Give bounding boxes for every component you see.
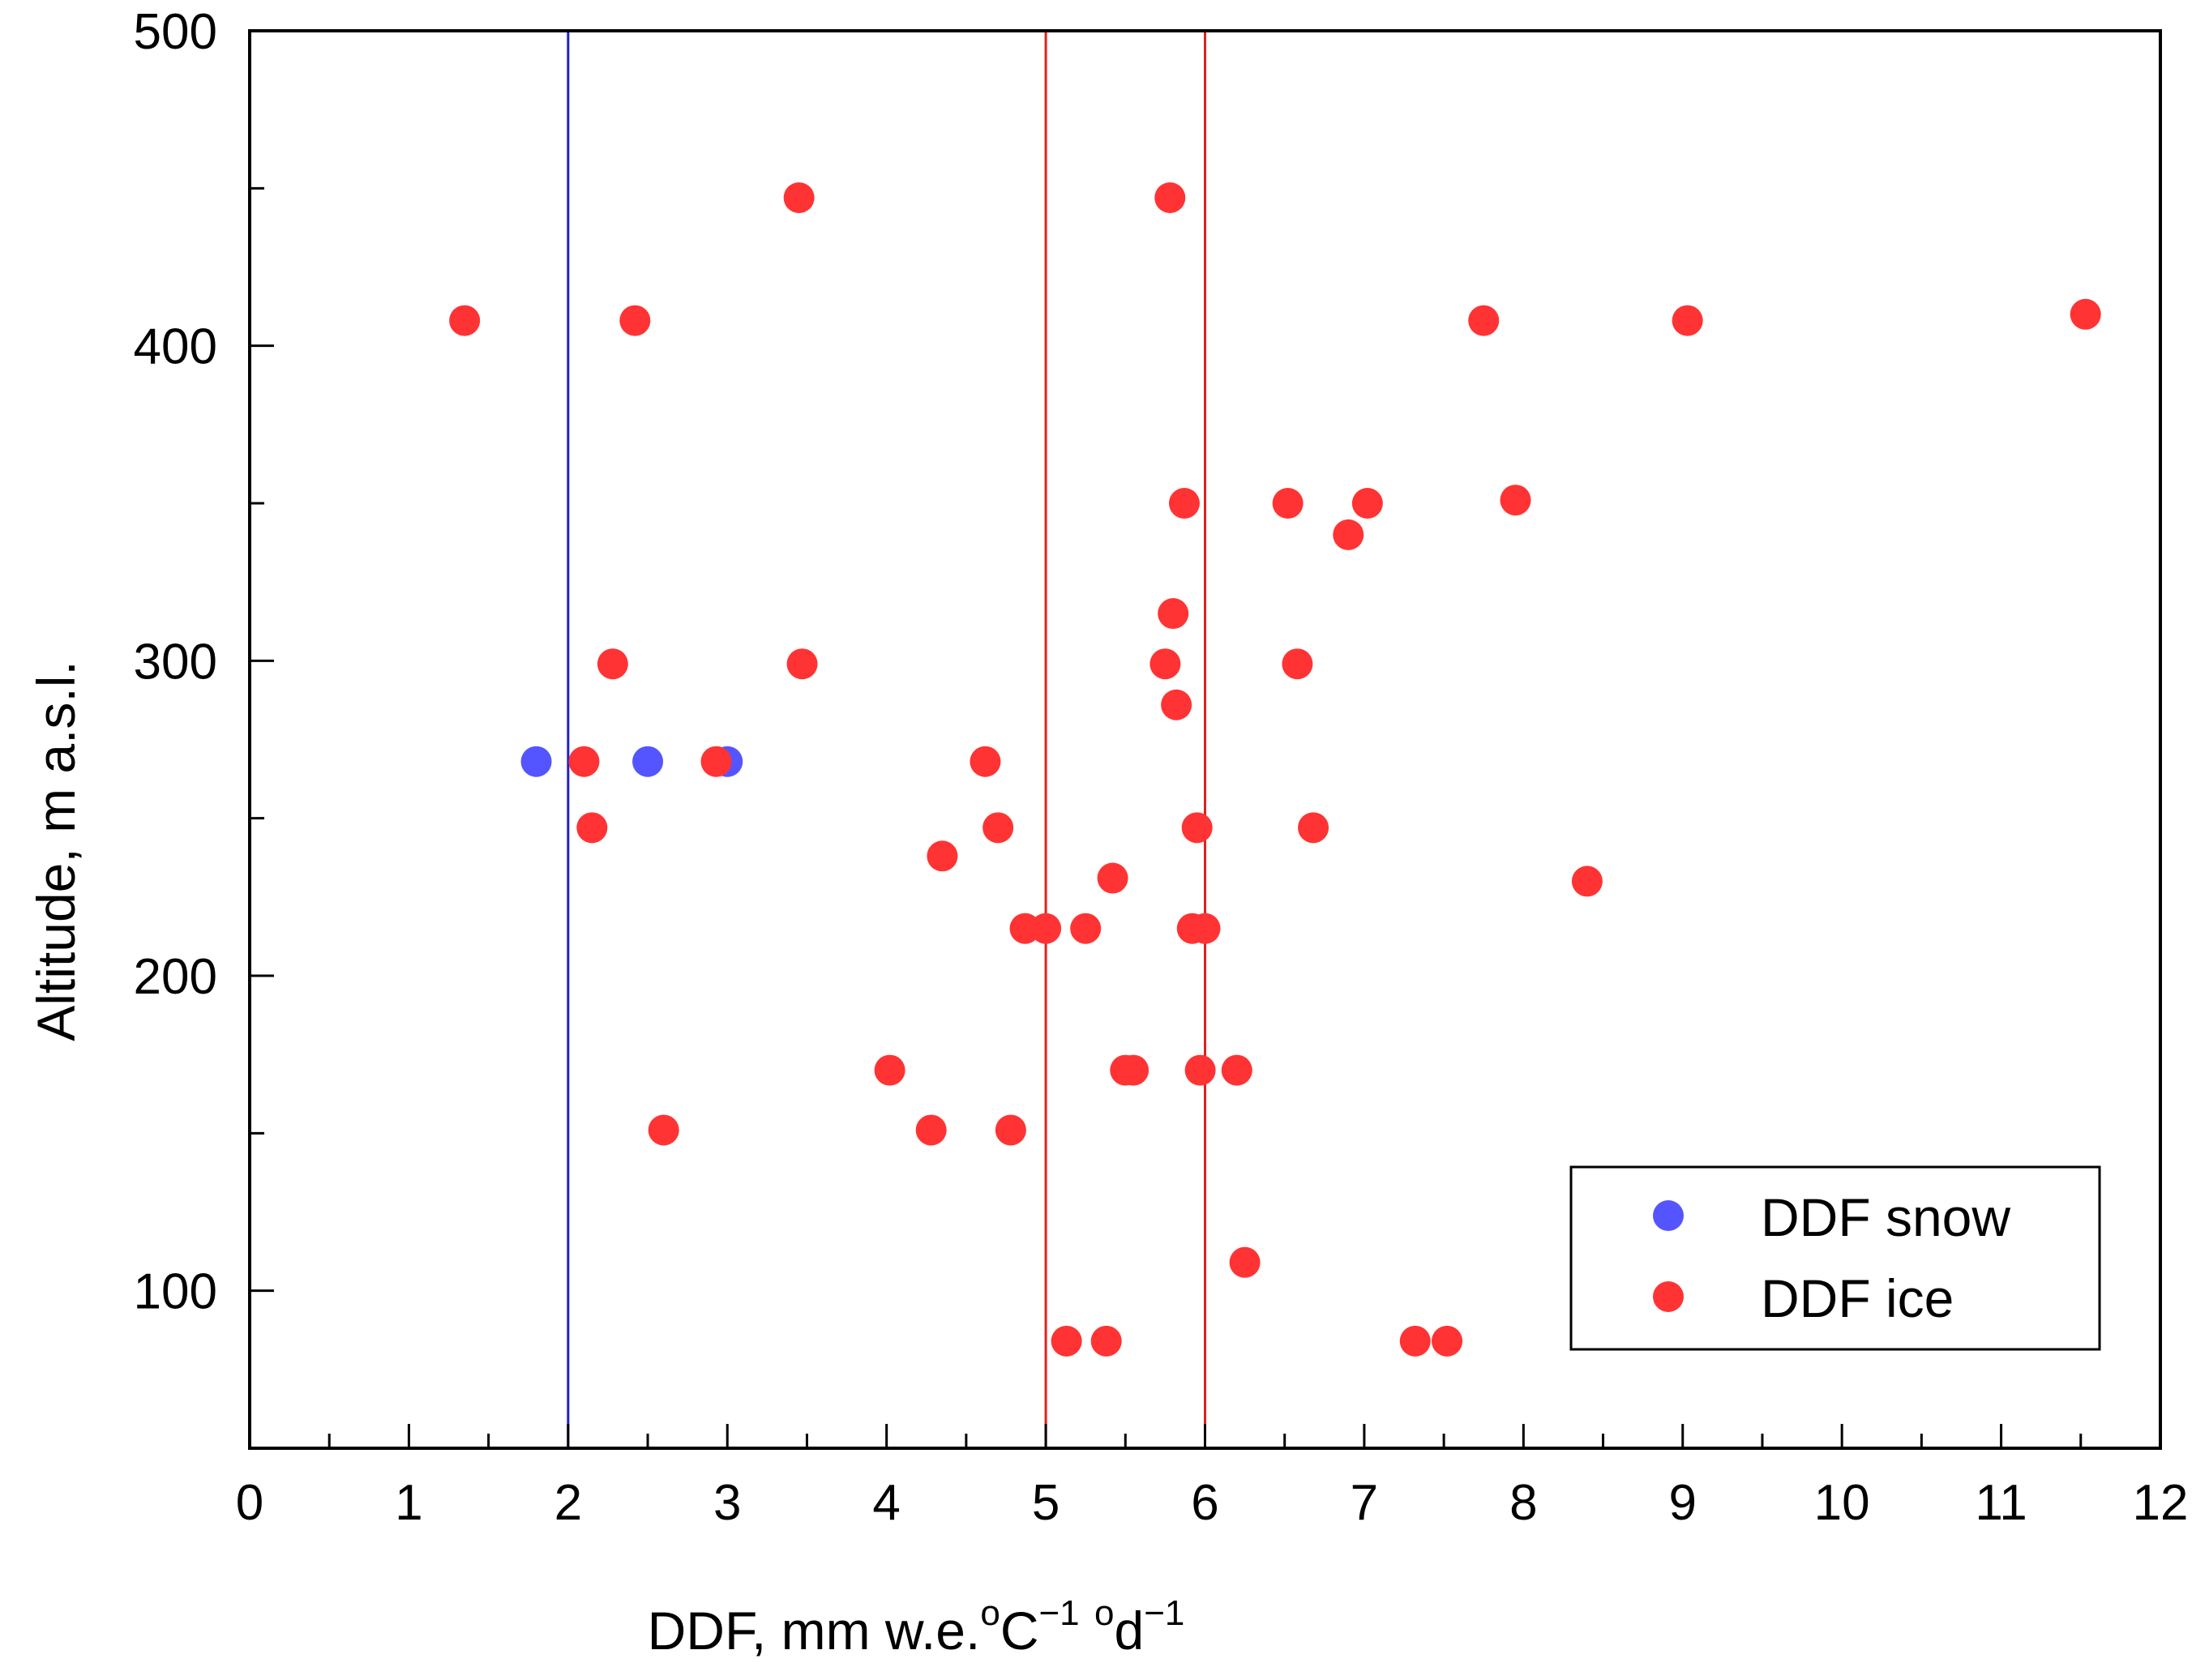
data-point-ddf-ice (1168, 488, 1200, 519)
data-point-ddf-ice (1181, 812, 1213, 844)
x-axis-label-degree-2: o (1094, 1593, 1114, 1633)
legend: DDF snow DDF ice (1569, 1165, 2101, 1351)
data-point-ddf-ice (1149, 648, 1181, 680)
data-point-ddf-ice (597, 648, 628, 680)
legend-label-ddf-snow: DDF snow (1761, 1187, 2010, 1247)
x-axis-label-space (1080, 1601, 1094, 1661)
y-axis-label: Altitude, m a.s.l. (26, 660, 86, 1041)
y-tick-label: 500 (134, 4, 217, 60)
data-point-ddf-ice (970, 746, 1001, 777)
x-tick-label: 3 (713, 1475, 741, 1531)
data-point-ddf-snow (520, 746, 552, 777)
data-point-ddf-ice (449, 305, 481, 336)
data-point-ddf-snow (632, 746, 664, 777)
data-point-ddf-ice (1229, 1246, 1261, 1278)
data-point-ddf-ice (1272, 488, 1304, 519)
data-points (449, 182, 2101, 1357)
y-tick-label: 200 (134, 949, 217, 1005)
data-point-ddf-ice (1221, 1054, 1252, 1086)
data-point-ddf-ice (995, 1114, 1026, 1146)
data-point-ddf-ice (786, 648, 818, 680)
data-point-ddf-ice (1571, 866, 1603, 897)
data-point-ddf-ice (1351, 488, 1383, 519)
legend-label-ddf-ice: DDF ice (1761, 1268, 1954, 1328)
data-point-ddf-ice (2070, 298, 2101, 330)
x-tick-label: 1 (395, 1475, 422, 1531)
data-point-ddf-ice (1070, 913, 1102, 944)
data-point-ddf-ice (1399, 1325, 1431, 1357)
x-tick-label: 11 (1975, 1475, 2027, 1531)
data-point-ddf-ice (783, 182, 815, 213)
x-tick-label: 2 (554, 1475, 582, 1531)
data-point-ddf-ice (1333, 519, 1364, 550)
data-point-ddf-ice (568, 746, 600, 777)
data-point-ddf-ice (1161, 689, 1192, 720)
y-tick-label: 400 (134, 319, 217, 375)
x-axis-label-unit-2: d (1114, 1601, 1144, 1661)
x-tick-label: 9 (1669, 1475, 1697, 1531)
data-point-ddf-ice (874, 1054, 905, 1086)
y-tick-label: 100 (134, 1264, 217, 1320)
data-point-ddf-ice (1154, 182, 1186, 213)
data-point-ddf-ice (1500, 485, 1531, 516)
data-point-ddf-ice (1158, 598, 1189, 630)
x-tick-label: 5 (1032, 1475, 1060, 1531)
data-point-ddf-ice (1118, 1054, 1149, 1086)
data-point-ddf-ice (1672, 305, 1703, 336)
data-point-ddf-ice (1189, 913, 1221, 944)
x-tick-label: 6 (1191, 1475, 1218, 1531)
y-tick-label: 300 (134, 634, 217, 690)
data-point-ddf-ice (982, 812, 1014, 844)
x-tick-label: 0 (236, 1475, 263, 1531)
legend-box (1569, 1165, 2101, 1351)
x-tick-label: 4 (872, 1475, 900, 1531)
legend-marker-ddf-snow (1653, 1200, 1684, 1231)
data-point-ddf-ice (648, 1114, 679, 1146)
data-point-ddf-ice (1097, 862, 1128, 894)
x-axis-label: DDF, mm w.e.oC−1 od−1 (648, 1593, 1185, 1661)
data-point-ddf-ice (927, 840, 958, 872)
x-tick-label: 7 (1351, 1475, 1378, 1531)
data-point-ddf-ice (1432, 1325, 1463, 1357)
x-tick-label: 10 (1814, 1475, 1870, 1531)
data-point-ddf-ice (1051, 1325, 1082, 1357)
legend-marker-ddf-ice (1653, 1281, 1684, 1312)
data-point-ddf-ice (576, 812, 608, 844)
data-point-ddf-ice (700, 746, 732, 777)
plot-frame (248, 29, 2162, 1450)
reference-lines (567, 31, 1206, 1448)
data-point-ddf-ice (1184, 1054, 1216, 1086)
data-point-ddf-ice (1030, 913, 1062, 944)
x-axis-label-degree-1: o (980, 1593, 1000, 1633)
x-tick-label: 8 (1509, 1475, 1537, 1531)
data-point-ddf-ice (619, 305, 651, 336)
x-axis-label-unit-1: C (1000, 1601, 1039, 1661)
data-point-ddf-ice (1282, 648, 1313, 680)
data-point-ddf-ice (915, 1114, 947, 1146)
x-axis-label-exponent-1: −1 (1038, 1593, 1079, 1633)
data-point-ddf-ice (1090, 1325, 1122, 1357)
x-axis-label-base: DDF, mm w.e. (648, 1601, 981, 1661)
x-tick-label: 12 (2133, 1475, 2189, 1531)
data-point-ddf-ice (1468, 305, 1500, 336)
x-axis-label-exponent-2: −1 (1144, 1593, 1184, 1633)
data-point-ddf-ice (1298, 812, 1329, 844)
